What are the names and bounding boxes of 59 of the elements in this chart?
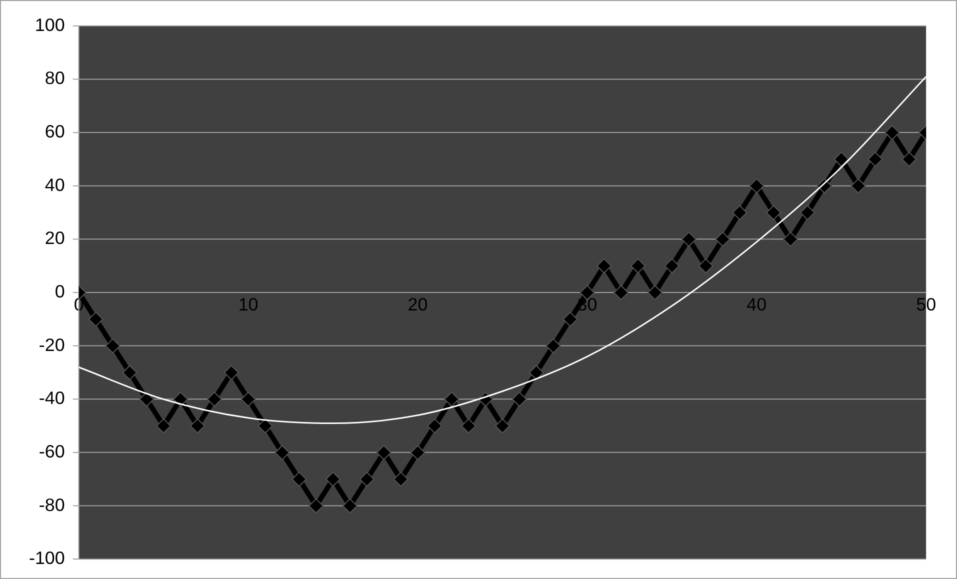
y-tick-label: 60 bbox=[44, 122, 65, 142]
point bbox=[834, 152, 849, 167]
y-tick-label: -40 bbox=[38, 388, 65, 408]
point bbox=[562, 312, 578, 327]
point bbox=[681, 232, 696, 247]
point bbox=[868, 152, 883, 167]
point bbox=[105, 338, 120, 354]
point bbox=[326, 472, 341, 487]
point bbox=[206, 392, 222, 407]
point bbox=[240, 392, 256, 407]
point bbox=[308, 498, 324, 514]
point bbox=[494, 418, 510, 434]
point bbox=[274, 445, 290, 460]
point bbox=[850, 178, 866, 194]
point bbox=[749, 178, 764, 194]
point bbox=[376, 445, 392, 460]
point bbox=[596, 258, 612, 274]
point bbox=[647, 285, 662, 300]
x-tick-label: 40 bbox=[746, 294, 767, 314]
point bbox=[258, 418, 273, 434]
point bbox=[122, 365, 138, 380]
point bbox=[88, 312, 104, 327]
point bbox=[512, 392, 527, 407]
point bbox=[292, 472, 307, 487]
point bbox=[190, 418, 205, 434]
y-tick-label: -60 bbox=[38, 442, 65, 462]
point bbox=[156, 418, 172, 434]
point bbox=[393, 472, 408, 487]
point bbox=[902, 152, 917, 167]
y-tick-label: -20 bbox=[38, 334, 65, 355]
y-tick-label: 40 bbox=[44, 174, 65, 195]
point bbox=[139, 392, 154, 407]
point bbox=[410, 445, 426, 460]
point bbox=[630, 258, 646, 274]
point bbox=[664, 258, 680, 274]
x-tick-label: 10 bbox=[238, 294, 258, 314]
point bbox=[224, 365, 239, 380]
point bbox=[766, 205, 782, 220]
point bbox=[698, 258, 714, 274]
point bbox=[359, 472, 374, 487]
point bbox=[800, 205, 815, 220]
point bbox=[614, 285, 629, 300]
point bbox=[546, 338, 561, 354]
point bbox=[444, 392, 460, 407]
point bbox=[342, 498, 358, 514]
point bbox=[715, 232, 730, 247]
y-tick-label: 100 bbox=[34, 14, 65, 35]
y-tick-label: 20 bbox=[44, 228, 65, 248]
point bbox=[427, 418, 442, 434]
y-tick-label: -80 bbox=[38, 494, 65, 515]
y-tick-label: 0 bbox=[54, 282, 65, 302]
point bbox=[783, 232, 798, 247]
point bbox=[528, 365, 544, 380]
y-tick-label: -100 bbox=[28, 548, 65, 568]
point bbox=[461, 418, 476, 434]
point bbox=[732, 205, 748, 220]
point bbox=[884, 125, 900, 140]
y-tick-label: 80 bbox=[44, 68, 65, 88]
x-tick-label: 20 bbox=[408, 294, 428, 314]
